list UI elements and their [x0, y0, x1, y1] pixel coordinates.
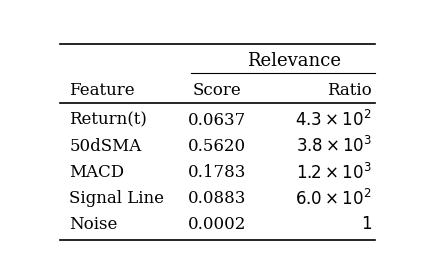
Text: $6.0 \times 10^{2}$: $6.0 \times 10^{2}$ [295, 189, 372, 209]
Text: Score: Score [193, 82, 242, 99]
Text: 0.0883: 0.0883 [188, 190, 246, 207]
Text: MACD: MACD [70, 164, 125, 181]
Text: Feature: Feature [70, 82, 135, 99]
Text: 0.1783: 0.1783 [188, 164, 246, 181]
Text: 0.5620: 0.5620 [188, 138, 246, 155]
Text: Relevance: Relevance [248, 52, 341, 70]
Text: $4.3 \times 10^{2}$: $4.3 \times 10^{2}$ [295, 110, 372, 130]
Text: 0.0002: 0.0002 [188, 216, 246, 233]
Text: Ratio: Ratio [327, 82, 372, 99]
Text: $3.8 \times 10^{3}$: $3.8 \times 10^{3}$ [296, 136, 372, 157]
Text: 50dSMA: 50dSMA [70, 138, 142, 155]
Text: Return(t): Return(t) [70, 112, 147, 129]
Text: $1.2 \times 10^{3}$: $1.2 \times 10^{3}$ [296, 163, 372, 183]
Text: 0.0637: 0.0637 [188, 112, 246, 129]
Text: Signal Line: Signal Line [70, 190, 165, 207]
Text: $1$: $1$ [361, 216, 372, 233]
Text: Noise: Noise [70, 216, 118, 233]
